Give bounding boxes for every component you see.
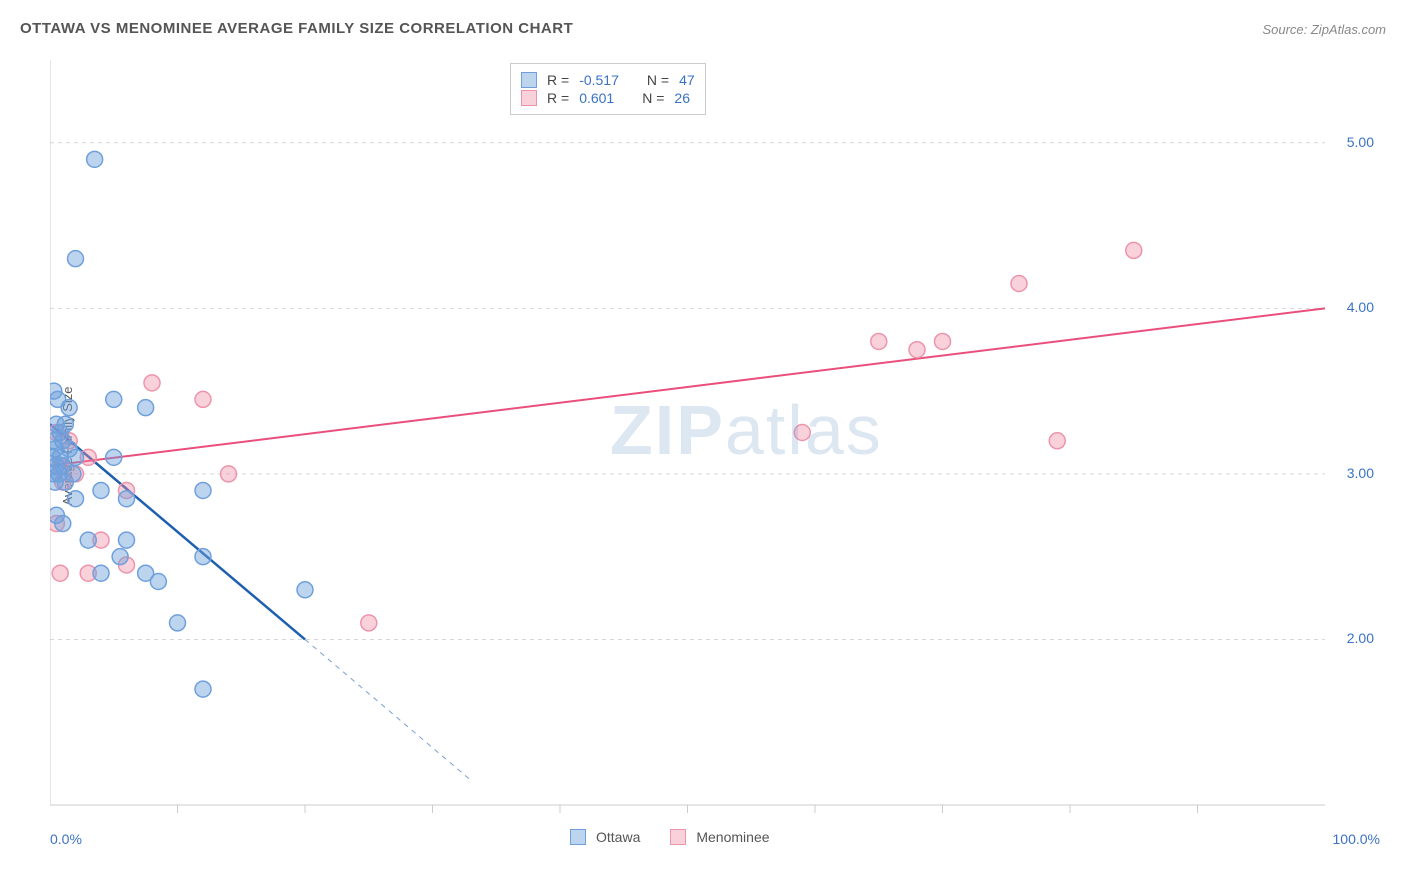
legend-item-ottawa: Ottawa [570, 829, 640, 845]
scatter-svg [50, 45, 1380, 845]
y-tick-label: 3.00 [1347, 465, 1374, 481]
r-label-2: R = [547, 90, 569, 106]
x-tick-right: 100.0% [1333, 831, 1380, 847]
legend-label-menominee: Menominee [696, 829, 769, 845]
stats-row-menominee: R = 0.601 N = 26 [521, 90, 695, 106]
n-value-ottawa: 47 [679, 72, 695, 88]
chart-title: OTTAWA VS MENOMINEE AVERAGE FAMILY SIZE … [20, 20, 573, 37]
r-value-menominee: 0.601 [579, 90, 614, 106]
n-label-2: N = [642, 90, 664, 106]
legend: Ottawa Menominee [570, 827, 770, 847]
swatch-menominee [521, 90, 537, 106]
stats-legend-box: R = -0.517 N = 47 R = 0.601 N = 26 [510, 63, 706, 115]
legend-label-ottawa: Ottawa [596, 829, 640, 845]
y-tick-label: 4.00 [1347, 299, 1374, 315]
swatch-ottawa [521, 72, 537, 88]
y-tick-label: 5.00 [1347, 134, 1374, 150]
n-label: N = [647, 72, 669, 88]
legend-swatch-menominee [670, 829, 686, 845]
x-tick-left: 0.0% [50, 831, 82, 847]
plot-area: R = -0.517 N = 47 R = 0.601 N = 26 ZIPat… [50, 45, 1380, 845]
legend-item-menominee: Menominee [670, 829, 769, 845]
stats-row-ottawa: R = -0.517 N = 47 [521, 72, 695, 88]
legend-swatch-ottawa [570, 829, 586, 845]
source-attribution: Source: ZipAtlas.com [1262, 22, 1386, 37]
r-value-ottawa: -0.517 [579, 72, 619, 88]
y-tick-label: 2.00 [1347, 630, 1374, 646]
n-value-menominee: 26 [674, 90, 690, 106]
chart-container: OTTAWA VS MENOMINEE AVERAGE FAMILY SIZE … [0, 0, 1406, 892]
r-label: R = [547, 72, 569, 88]
